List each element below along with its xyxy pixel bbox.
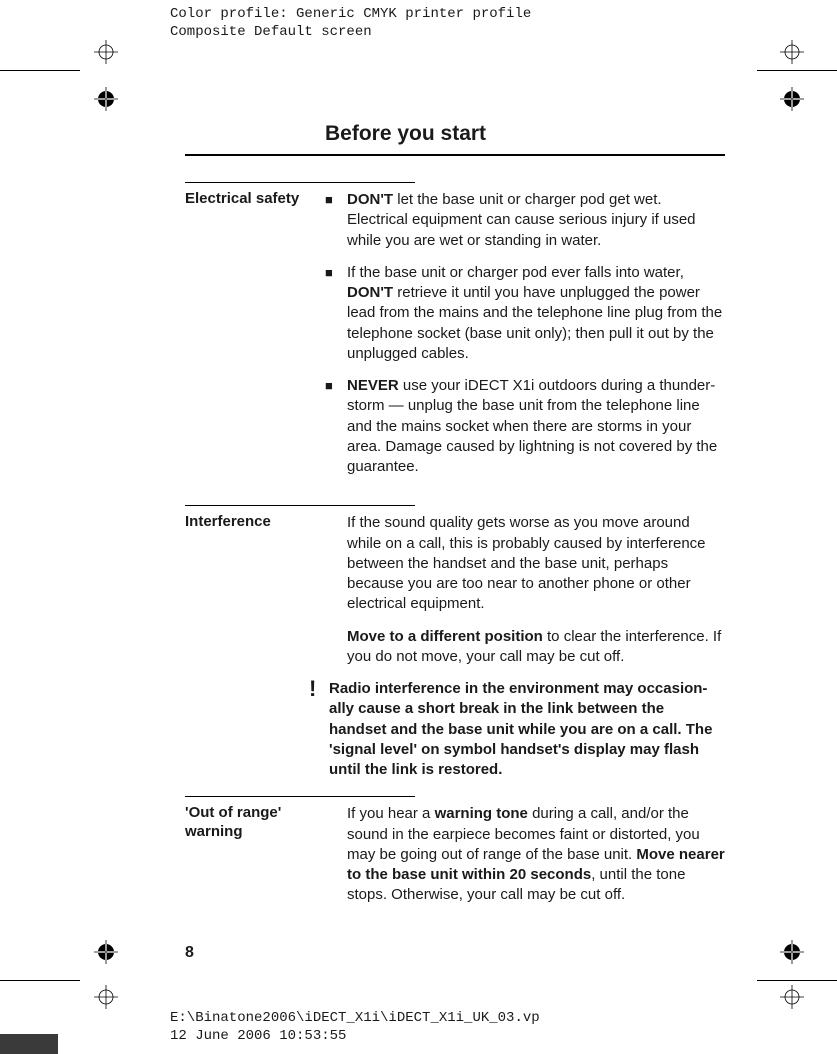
registration-mark-icon — [780, 87, 804, 111]
color-profile-line: Color profile: Generic CMYK printer prof… — [170, 6, 531, 24]
filedate-line: 12 June 2006 10:53:55 — [170, 1028, 540, 1046]
registration-mark-icon — [780, 40, 804, 64]
bullet-item: ■ If the base unit or charger pod ever f… — [325, 263, 725, 364]
page-title: Before you start — [325, 122, 725, 146]
warning-block: ! Radio interference in the environment … — [309, 679, 725, 780]
page-content: Before you start Electrical safety ■ DON… — [185, 122, 725, 942]
registration-mark-icon — [94, 40, 118, 64]
composite-line: Composite Default screen — [170, 24, 531, 42]
print-header: Color profile: Generic CMYK printer prof… — [170, 6, 531, 41]
registration-mark-icon — [94, 940, 118, 964]
filepath-line: E:\Binatone2006\iDECT_X1i\iDECT_X1i_UK_0… — [170, 1010, 540, 1028]
exclamation-icon: ! — [309, 679, 329, 780]
section-label: Electrical safety — [185, 190, 325, 489]
section-electrical-safety: Electrical safety ■ DON'T let the base u… — [185, 190, 725, 489]
print-footer: E:\Binatone2006\iDECT_X1i\iDECT_X1i_UK_0… — [170, 1010, 540, 1045]
section-label: Interference — [185, 513, 325, 780]
crop-line — [0, 70, 80, 71]
crop-line — [757, 980, 837, 981]
bullet-text: If the base unit or charger pod ever fal… — [347, 263, 725, 364]
title-rule — [185, 154, 725, 156]
page-number: 8 — [185, 944, 194, 962]
registration-mark-icon — [780, 985, 804, 1009]
section-label: 'Out of range' warning — [185, 804, 325, 917]
bullet-text: DON'T let the base unit or charger pod g… — [347, 190, 725, 251]
registration-mark-icon — [94, 87, 118, 111]
bullet-item: ■ NEVER use your iDECT X1i outdoors duri… — [325, 376, 725, 477]
section-body: If the sound quality gets worse as you m… — [325, 513, 725, 780]
section-body: ■ DON'T let the base unit or charger pod… — [325, 190, 725, 489]
bullet-icon: ■ — [325, 376, 347, 477]
section-out-of-range: 'Out of range' warning If you hear a war… — [185, 804, 725, 917]
paragraph: If you hear a warning tone during a call… — [325, 804, 725, 905]
section-interference: Interference If the sound quality gets w… — [185, 513, 725, 780]
thumb-tab — [0, 1034, 58, 1054]
bullet-text: NEVER use your iDECT X1i outdoors during… — [347, 376, 725, 477]
paragraph: If the sound quality gets worse as you m… — [325, 513, 725, 614]
section-rule — [185, 796, 415, 797]
section-rule — [185, 182, 415, 183]
registration-mark-icon — [94, 985, 118, 1009]
section-rule — [185, 505, 415, 506]
bullet-icon: ■ — [325, 190, 347, 251]
warning-text: Radio interference in the environment ma… — [329, 679, 725, 780]
bullet-icon: ■ — [325, 263, 347, 364]
paragraph: Move to a different position to clear th… — [325, 627, 725, 668]
registration-mark-icon — [780, 940, 804, 964]
section-body: If you hear a warning tone during a call… — [325, 804, 725, 917]
bullet-item: ■ DON'T let the base unit or charger pod… — [325, 190, 725, 251]
crop-line — [0, 980, 80, 981]
crop-line — [757, 70, 837, 71]
